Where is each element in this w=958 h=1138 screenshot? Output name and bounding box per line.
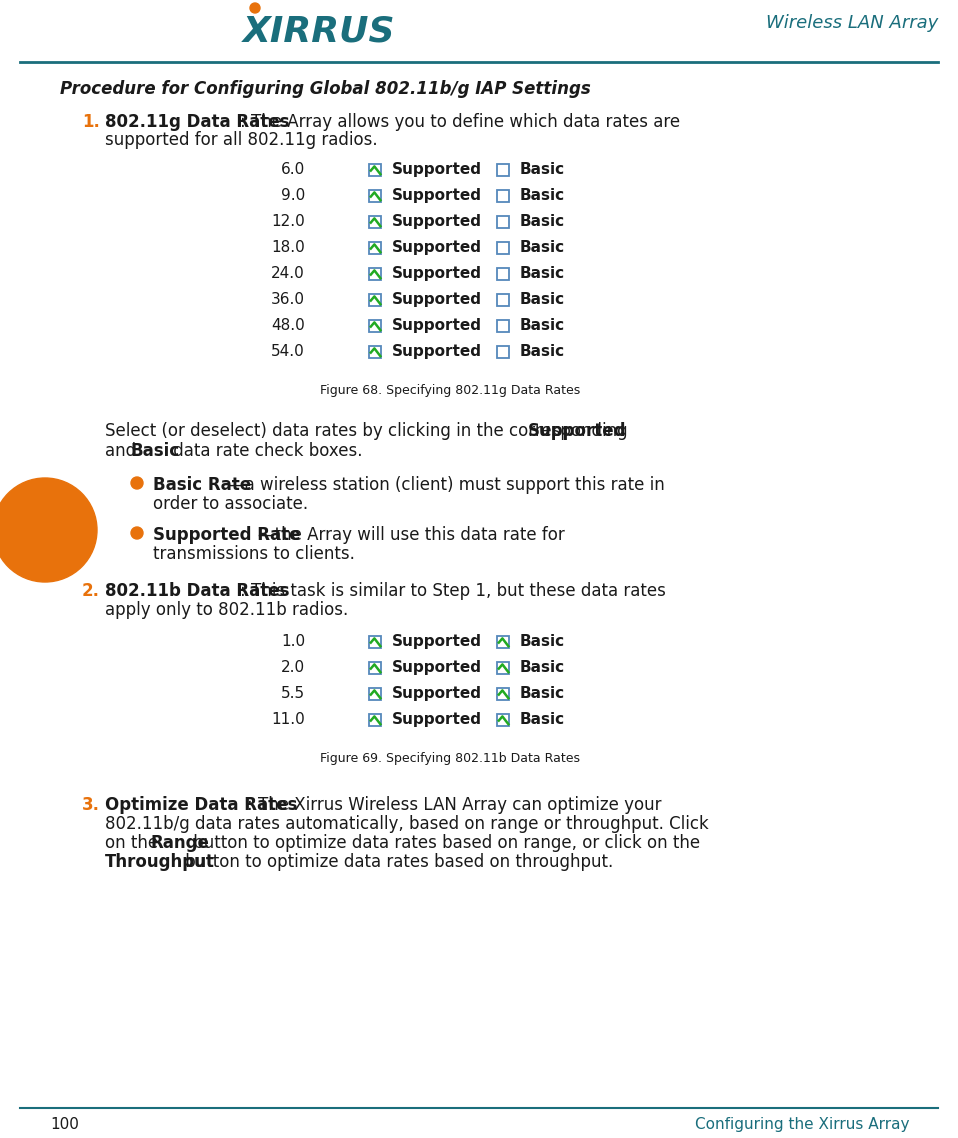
Bar (497, 190, 509, 203)
Text: Figure 68. Specifying 802.11g Data Rates: Figure 68. Specifying 802.11g Data Rates (320, 384, 581, 397)
Bar (369, 164, 381, 176)
Text: button to optimize data rates based on range, or click on the: button to optimize data rates based on r… (188, 834, 700, 852)
Circle shape (131, 477, 143, 489)
Text: 36.0: 36.0 (271, 292, 305, 307)
Bar (497, 688, 509, 700)
Text: Supported: Supported (392, 686, 482, 701)
Text: Configuring the Xirrus Array: Configuring the Xirrus Array (696, 1118, 910, 1132)
Bar (497, 662, 509, 674)
Bar (497, 294, 509, 306)
Text: Basic: Basic (520, 634, 565, 649)
Text: Basic: Basic (520, 660, 565, 675)
Text: 11.0: 11.0 (271, 712, 305, 727)
Text: Basic: Basic (131, 442, 180, 460)
Text: data rate check boxes.: data rate check boxes. (169, 442, 363, 460)
Bar (369, 190, 381, 203)
Text: 2.0: 2.0 (281, 660, 305, 675)
Text: Supported: Supported (392, 266, 482, 281)
Bar (497, 269, 509, 280)
Text: Supported: Supported (392, 214, 482, 229)
Bar (369, 636, 381, 648)
Text: : The Array allows you to define which data rates are: : The Array allows you to define which d… (240, 113, 680, 131)
Bar (497, 320, 509, 332)
Text: Select (or deselect) data rates by clicking in the corresponding: Select (or deselect) data rates by click… (105, 422, 633, 440)
Bar (369, 714, 381, 726)
Text: Range: Range (150, 834, 210, 852)
Bar (497, 216, 509, 228)
Text: —a wireless station (client) must support this rate in: —a wireless station (client) must suppor… (228, 476, 665, 494)
Bar (369, 294, 381, 306)
Text: 1.0: 1.0 (281, 634, 305, 649)
Circle shape (250, 3, 260, 13)
Text: Supported: Supported (392, 162, 482, 178)
Text: 802.11g Data Rates: 802.11g Data Rates (105, 113, 289, 131)
Text: 12.0: 12.0 (271, 214, 305, 229)
Bar (369, 320, 381, 332)
Text: 9.0: 9.0 (281, 188, 305, 203)
Text: 54.0: 54.0 (271, 344, 305, 358)
Text: Supported: Supported (392, 634, 482, 649)
Text: button to optimize data rates based on throughput.: button to optimize data rates based on t… (180, 854, 613, 871)
Bar (497, 242, 509, 254)
Circle shape (0, 478, 97, 582)
Bar (369, 242, 381, 254)
Bar (369, 269, 381, 280)
Text: and: and (105, 442, 142, 460)
Text: Wireless LAN Array: Wireless LAN Array (765, 14, 938, 32)
Bar (369, 346, 381, 358)
Text: order to associate.: order to associate. (153, 495, 308, 513)
Text: Basic: Basic (520, 214, 565, 229)
Text: Figure 69. Specifying 802.11b Data Rates: Figure 69. Specifying 802.11b Data Rates (320, 752, 580, 765)
Bar (497, 164, 509, 176)
Text: Basic: Basic (520, 188, 565, 203)
Text: Supported: Supported (392, 240, 482, 255)
Text: transmissions to clients.: transmissions to clients. (153, 545, 354, 563)
Text: Supported: Supported (392, 318, 482, 333)
Text: Basic: Basic (520, 344, 565, 358)
Text: Basic: Basic (520, 292, 565, 307)
Text: Optimize Data Rates: Optimize Data Rates (105, 795, 297, 814)
Text: Supported: Supported (392, 188, 482, 203)
Text: Basic: Basic (520, 712, 565, 727)
Bar (369, 688, 381, 700)
Text: Procedure for Configuring Global 802.11b/g IAP Settings: Procedure for Configuring Global 802.11b… (60, 80, 591, 98)
Text: 1.: 1. (82, 113, 100, 131)
Text: XIRRUS: XIRRUS (243, 14, 396, 48)
Text: 3.: 3. (82, 795, 100, 814)
Text: 100: 100 (50, 1118, 79, 1132)
Text: 48.0: 48.0 (271, 318, 305, 333)
Text: Supported Rate: Supported Rate (153, 526, 301, 544)
Text: Basic: Basic (520, 162, 565, 178)
Text: 802.11b Data Rates: 802.11b Data Rates (105, 582, 289, 600)
Bar (369, 662, 381, 674)
Text: : The Xirrus Wireless LAN Array can optimize your: : The Xirrus Wireless LAN Array can opti… (247, 795, 662, 814)
Circle shape (131, 527, 143, 539)
Text: 24.0: 24.0 (271, 266, 305, 281)
Text: 5.5: 5.5 (281, 686, 305, 701)
Text: Supported: Supported (392, 660, 482, 675)
Text: 6.0: 6.0 (281, 162, 305, 178)
Bar (497, 714, 509, 726)
Text: on the: on the (105, 834, 164, 852)
Text: Basic: Basic (520, 318, 565, 333)
Text: Basic: Basic (520, 266, 565, 281)
Text: Supported: Supported (392, 292, 482, 307)
Text: Throughput: Throughput (105, 854, 215, 871)
Text: Basic: Basic (520, 240, 565, 255)
Text: Supported: Supported (528, 422, 626, 440)
Bar (497, 636, 509, 648)
Text: : This task is similar to Step 1, but these data rates: : This task is similar to Step 1, but th… (240, 582, 666, 600)
Text: —the Array will use this data rate for: —the Array will use this data rate for (258, 526, 565, 544)
Bar (369, 216, 381, 228)
Text: Supported: Supported (392, 712, 482, 727)
Text: 802.11b/g data rates automatically, based on range or throughput. Click: 802.11b/g data rates automatically, base… (105, 815, 709, 833)
Text: Supported: Supported (392, 344, 482, 358)
Text: apply only to 802.11b radios.: apply only to 802.11b radios. (105, 601, 349, 619)
Text: 18.0: 18.0 (271, 240, 305, 255)
Text: supported for all 802.11g radios.: supported for all 802.11g radios. (105, 131, 377, 149)
Text: 2.: 2. (82, 582, 100, 600)
Text: Basic: Basic (520, 686, 565, 701)
Text: Basic Rate: Basic Rate (153, 476, 251, 494)
Bar (497, 346, 509, 358)
